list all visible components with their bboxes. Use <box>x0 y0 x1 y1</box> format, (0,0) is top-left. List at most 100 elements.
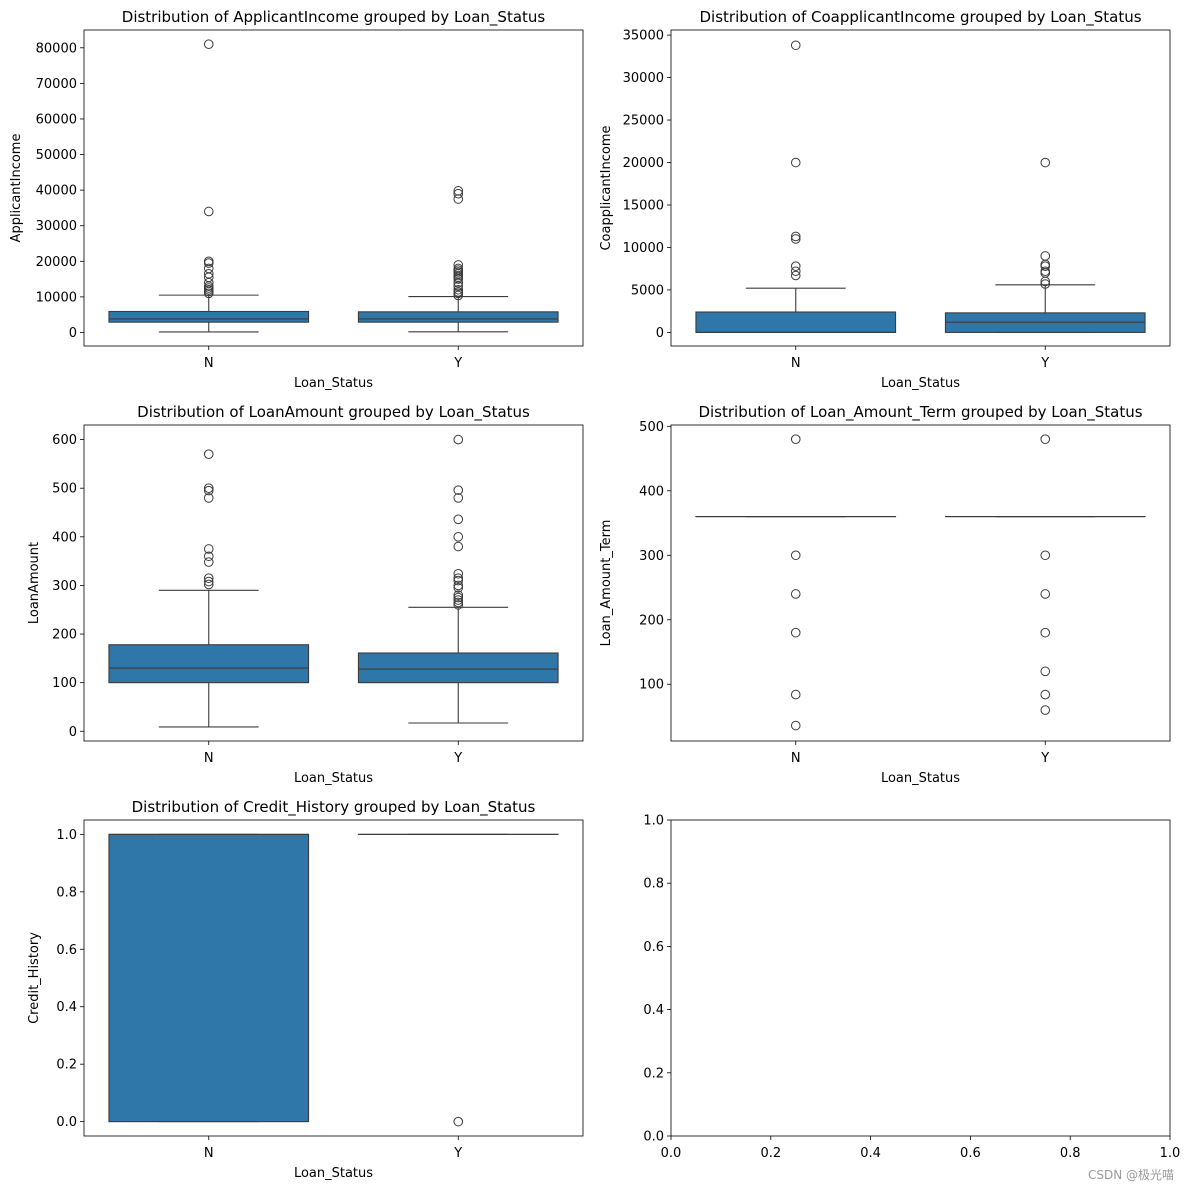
outlier-point <box>203 483 214 494</box>
outlier-point <box>453 260 464 270</box>
y-tick-label: 70000 <box>36 77 77 92</box>
outlier-point <box>790 266 801 277</box>
box-N <box>108 39 310 333</box>
y-tick-label: 15000 <box>623 198 664 213</box>
y-tick-label: 0.2 <box>56 1058 77 1073</box>
outlier-point <box>453 575 464 586</box>
x-tick-label: 0.8 <box>1060 1146 1081 1161</box>
y-tick-label: 400 <box>52 530 77 545</box>
outlier-point <box>790 627 801 638</box>
outlier-point <box>203 206 214 217</box>
box-N <box>695 40 897 333</box>
y-tick-label: 0.4 <box>643 1003 664 1018</box>
subplot-3: 0 100 200 300 400 500 600 N Y Distribution of Loa… <box>27 403 584 786</box>
x-tick-label: 1.0 <box>1160 1146 1181 1161</box>
x-tick-label: 0.2 <box>760 1146 781 1161</box>
x-tick-label: 0.4 <box>860 1146 881 1161</box>
outlier-point <box>203 557 214 567</box>
outlier-point <box>453 568 464 579</box>
x-axis-label: Loan_Status <box>294 376 373 391</box>
y-tick-label: 0.6 <box>56 943 77 958</box>
plot-frame <box>83 819 584 1137</box>
outlier-point <box>453 595 464 605</box>
box-N <box>695 434 897 731</box>
box-N <box>108 449 310 728</box>
outlier-point <box>453 573 464 583</box>
outlier-point <box>203 544 214 554</box>
outlier-point <box>453 263 464 274</box>
y-tick-label: 400 <box>639 484 664 499</box>
y-tick-label: 10000 <box>623 241 664 256</box>
y-tick-label: 10000 <box>36 290 77 305</box>
outlier-point <box>790 720 801 731</box>
x-tick-label: Y <box>1040 356 1049 371</box>
outlier-point <box>1040 689 1051 700</box>
outlier-point <box>1040 251 1051 261</box>
outlier-point <box>1040 266 1051 277</box>
y-tick-label: 100 <box>52 676 77 691</box>
y-axis-label: CoapplicantIncome <box>599 125 614 250</box>
watermark: CSDN @极光喵 <box>1088 1168 1174 1182</box>
outlier-point <box>1040 705 1051 715</box>
iqr-box <box>695 311 897 333</box>
outlier-point <box>790 589 801 599</box>
y-tick-label: 35000 <box>623 29 664 44</box>
plot-area <box>671 30 1170 346</box>
outlier-point <box>453 583 464 593</box>
plot-title: Distribution of Credit_History grouped b… <box>132 798 536 817</box>
x-tick-label: Y <box>453 1146 462 1161</box>
box-N <box>108 833 310 1123</box>
outlier-point <box>1040 279 1051 289</box>
box-Y <box>944 157 1146 333</box>
y-tick-label: 0.6 <box>643 940 664 955</box>
plot-title: Distribution of ApplicantIncome grouped … <box>122 8 546 27</box>
x-tick-label: N <box>204 356 214 371</box>
subplot-2: 0 5000 10000 15000 20000 25000 30000 35000 N Y Dis… <box>599 8 1171 391</box>
outlier-point <box>453 1116 464 1127</box>
y-tick-label: 100 <box>639 678 664 693</box>
y-axis-label: LoanAmount <box>27 542 42 624</box>
outlier-point <box>790 40 801 51</box>
y-tick-label: 50000 <box>36 148 77 163</box>
outlier-point <box>453 493 464 503</box>
y-tick-label: 25000 <box>623 114 664 129</box>
y-tick-label: 600 <box>52 433 77 448</box>
y-axis-label: Loan_Amount_Term <box>599 520 614 647</box>
plot-area <box>84 30 583 346</box>
outlier-point <box>1040 434 1051 444</box>
plot-frame <box>83 424 584 742</box>
outlier-point <box>453 592 464 603</box>
x-tick-label: N <box>791 751 801 766</box>
x-tick-label: N <box>204 1146 214 1161</box>
x-tick-label: Y <box>1040 751 1049 766</box>
outlier-point <box>790 157 801 168</box>
y-tick-label: 0.8 <box>56 885 77 900</box>
outlier-point <box>203 576 214 587</box>
y-tick-label: 0.0 <box>56 1115 77 1130</box>
y-tick-label: 0.0 <box>643 1130 664 1145</box>
subplot-4: 100 200 300 400 500 N Y Distribution of Loan_Am… <box>599 403 1171 786</box>
outlier-point <box>453 287 464 297</box>
plot-area <box>671 425 1170 741</box>
outlier-point <box>453 514 464 525</box>
plot-title: Distribution of Loan_Amount_Term grouped… <box>698 403 1142 422</box>
x-tick-label: Y <box>453 751 462 766</box>
iqr-box <box>108 310 310 323</box>
x-tick-label: N <box>204 751 214 766</box>
outlier-point <box>453 290 464 301</box>
outlier-point <box>453 532 464 542</box>
y-tick-label: 0 <box>69 725 77 740</box>
x-tick-label: 0.6 <box>960 1146 981 1161</box>
y-tick-label: 1.0 <box>643 814 664 829</box>
x-axis-label: Loan_Status <box>881 771 960 786</box>
outlier-point <box>453 541 464 552</box>
outlier-point <box>1040 666 1051 677</box>
y-tick-label: 60000 <box>36 112 77 127</box>
plot-frame <box>83 29 584 347</box>
outlier-point <box>790 550 801 561</box>
y-tick-label: 500 <box>639 420 664 435</box>
y-tick-label: 200 <box>639 613 664 628</box>
x-axis-label: Loan_Status <box>294 1166 373 1181</box>
box-Y <box>357 833 559 1127</box>
y-tick-label: 300 <box>52 579 77 594</box>
